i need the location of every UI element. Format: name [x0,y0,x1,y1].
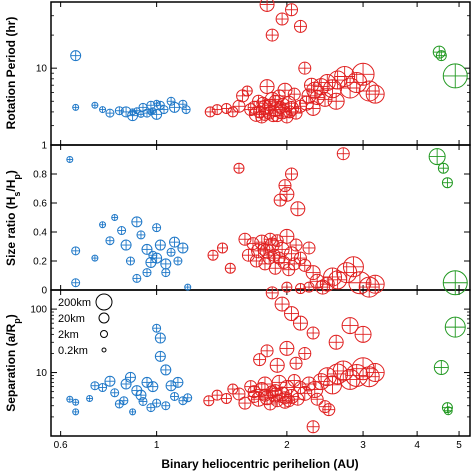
x-tick-label: 2 [284,440,290,451]
x-tick-label: 4 [414,440,420,451]
bottom-panel-frame [50,289,471,437]
y-tick-label: 10 [36,64,48,75]
y-tick-label: 0 [41,286,47,297]
legend-label: 20km [58,313,85,325]
x-tick-label: 3 [360,440,366,451]
legend-label: 200km [58,297,91,309]
marks-layer [66,0,468,434]
y-tick-label: 0.8 [33,170,47,181]
legend: 200km 20km 2km 0.2km [58,293,113,357]
y-tick-label: 1 [41,141,47,152]
top-panel-frame [50,1,471,146]
y-tick-label: 0.2 [33,257,47,268]
legend-marker [101,347,107,353]
y-tick-label: 10 [36,368,48,379]
legend-label: 2km [58,329,79,341]
y-tick-label: 0.4 [33,228,47,239]
x-tick-label: 5 [456,440,462,451]
top-ylabel: Rotation Period (hr) [4,17,18,130]
x-tick-label: 1 [154,440,160,451]
legend-marker [98,312,110,324]
legend-label: 0.2km [58,345,88,357]
y-tick-label: 0.6 [33,199,47,210]
x-tick-label: 0.6 [54,440,68,451]
middle-ylabel: Size ratio (Hs/Hp) [4,170,22,266]
legend-marker [95,293,113,311]
x-axis-label: Binary heliocentric perihelion (AU) [161,457,358,471]
bottom-ylabel: Separation (a/Rp) [4,314,22,412]
y-tick-label: 100 [30,305,47,316]
legend-marker [100,330,108,338]
